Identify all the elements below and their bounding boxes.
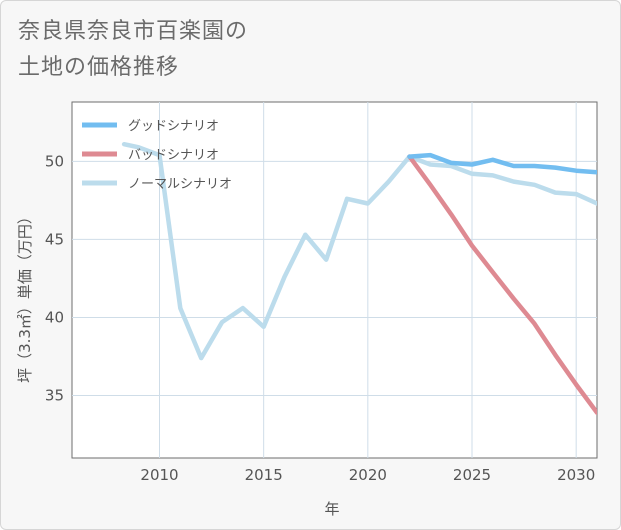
chart-title: 奈良県奈良市百楽園の 土地の価格推移 (18, 19, 249, 80)
x-axis-title: 年 (324, 500, 339, 518)
x-tick-label-2020: 2020 (349, 466, 387, 484)
x-tick-label-2030: 2030 (557, 466, 595, 484)
series-line-1 (407, 154, 597, 415)
x-tick-label-2015: 2015 (245, 466, 283, 484)
tick-labels: 2010 2015 2020 2025 2030 35 40 45 50 (45, 152, 595, 484)
y-axis-title: 坪（3.3㎡）単価（万円） (16, 209, 34, 383)
y-tick-label-40: 40 (45, 308, 64, 326)
y-tick-label-50: 50 (45, 152, 64, 170)
x-tick-label-2025: 2025 (453, 466, 491, 484)
y-tick-label-35: 35 (45, 387, 64, 405)
legend-label-0: グッドシナリオ (128, 119, 219, 134)
legend-label-2: ノーマルシナリオ (128, 177, 232, 192)
legend-label-1: バッドシナリオ (128, 148, 219, 163)
series-line-0 (407, 152, 597, 175)
series-line-2 (121, 141, 597, 361)
series-layer (121, 141, 597, 415)
x-tick-label-2010: 2010 (140, 466, 178, 484)
y-tick-label-45: 45 (45, 230, 64, 248)
